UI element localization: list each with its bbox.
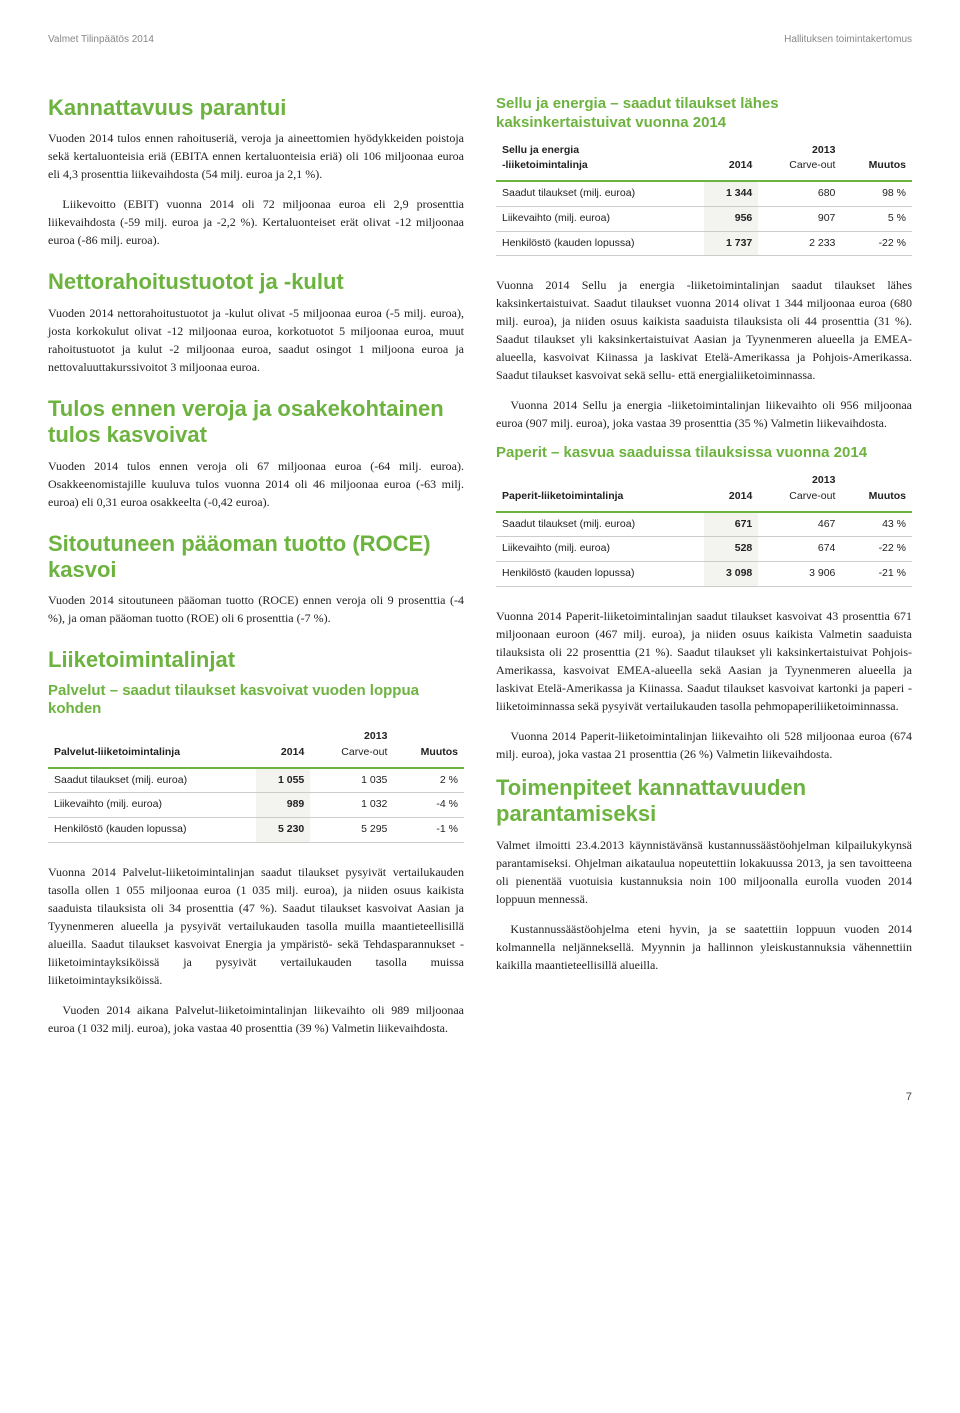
subheading-sellu: Sellu ja energia – saadut tilaukset lähe… xyxy=(496,95,912,133)
paragraph: Vuoden 2014 tulos ennen rahoituseriä, ve… xyxy=(48,129,464,183)
section-paperit: Paperit – kasvua saaduissa tilauksissa v… xyxy=(496,444,912,587)
table-row: Saadut tilaukset (milj. euroa) 671 467 4… xyxy=(496,512,912,537)
table-row: Liikevaihto (milj. euroa) 528 674 -22 % xyxy=(496,537,912,562)
content-columns: Kannattavuus parantui Vuoden 2014 tulos … xyxy=(48,95,912,1049)
table-sellu-energia: Sellu ja energia -liiketoimintalinja 201… xyxy=(496,139,912,257)
page-header: Valmet Tilinpäätös 2014 Hallituksen toim… xyxy=(48,32,912,47)
table-col-2014: 2014 xyxy=(256,725,311,768)
table-col-2013: 2013 Carve-out xyxy=(758,469,841,512)
table-col-muutos: Muutos xyxy=(393,725,464,768)
table-col-2013: 2013 Carve-out xyxy=(758,139,841,182)
paragraph: Vuoden 2014 sitoutuneen pääoman tuotto (… xyxy=(48,591,464,627)
table-col-muutos: Muutos xyxy=(841,139,912,182)
section-toimenpiteet: Toimenpiteet kannattavuuden parantamisek… xyxy=(496,775,912,974)
paragraph: Vuonna 2014 Paperit-liiketoimintalinjan … xyxy=(496,607,912,715)
section-tulos: Tulos ennen veroja ja osakekohtainen tul… xyxy=(48,396,464,511)
table-row: Henkilöstö (kauden lopussa) 1 737 2 233 … xyxy=(496,231,912,256)
page-number: 7 xyxy=(48,1089,912,1106)
paragraph: Vuoden 2014 nettorahoitustuotot ja -kulu… xyxy=(48,304,464,376)
table-row: Henkilöstö (kauden lopussa) 3 098 3 906 … xyxy=(496,562,912,587)
table-row: Saadut tilaukset (milj. euroa) 1 055 1 0… xyxy=(48,768,464,793)
paragraph: Vuoden 2014 tulos ennen veroja oli 67 mi… xyxy=(48,457,464,511)
section-kannattavuus: Kannattavuus parantui Vuoden 2014 tulos … xyxy=(48,95,464,249)
left-column: Kannattavuus parantui Vuoden 2014 tulos … xyxy=(48,95,464,1049)
paragraph: Kustannussäästöohjelma eteni hyvin, ja s… xyxy=(496,920,912,974)
subheading-palvelut: Palvelut – saadut tilaukset kasvoivat vu… xyxy=(48,682,464,720)
heading-kannattavuus: Kannattavuus parantui xyxy=(48,95,464,121)
table-paperit: Paperit-liiketoimintalinja 2014 2013 Car… xyxy=(496,469,912,587)
table-col-muutos: Muutos xyxy=(841,469,912,512)
heading-liiketoimintalinjat: Liiketoimintalinjat xyxy=(48,647,464,673)
table-col-label: Sellu ja energia -liiketoimintalinja xyxy=(496,139,704,182)
paragraph: Vuonna 2014 Palvelut-liiketoimintalinjan… xyxy=(48,863,464,989)
table-col-label: Paperit-liiketoimintalinja xyxy=(496,469,704,512)
paragraph: Vuonna 2014 Sellu ja energia -liiketoimi… xyxy=(496,276,912,384)
table-row: Henkilöstö (kauden lopussa) 5 230 5 295 … xyxy=(48,818,464,843)
table-palvelut: Palvelut-liiketoimintalinja 2014 2013 Ca… xyxy=(48,725,464,843)
section-sellu-energia: Sellu ja energia – saadut tilaukset lähe… xyxy=(496,95,912,256)
paragraph: Vuonna 2014 Sellu ja energia -liiketoimi… xyxy=(496,396,912,432)
paragraph: Liikevoitto (EBIT) vuonna 2014 oli 72 mi… xyxy=(48,195,464,249)
section-liiketoimintalinjat: Liiketoimintalinjat Palvelut – saadut ti… xyxy=(48,647,464,843)
table-col-2013: 2013 Carve-out xyxy=(310,725,393,768)
section-nettorahoitus: Nettorahoitustuotot ja -kulut Vuoden 201… xyxy=(48,269,464,375)
table-row: Liikevaihto (milj. euroa) 989 1 032 -4 % xyxy=(48,793,464,818)
heading-toimenpiteet: Toimenpiteet kannattavuuden parantamisek… xyxy=(496,775,912,828)
heading-tulos: Tulos ennen veroja ja osakekohtainen tul… xyxy=(48,396,464,449)
header-right: Hallituksen toimintakertomus xyxy=(784,32,912,47)
section-roce: Sitoutuneen pääoman tuotto (ROCE) kasvoi… xyxy=(48,531,464,628)
paragraph: Valmet ilmoitti 23.4.2013 käynnistävänsä… xyxy=(496,836,912,908)
table-row: Liikevaihto (milj. euroa) 956 907 5 % xyxy=(496,206,912,231)
paragraph: Vuonna 2014 Paperit-liiketoimintalinjan … xyxy=(496,727,912,763)
heading-roce: Sitoutuneen pääoman tuotto (ROCE) kasvoi xyxy=(48,531,464,584)
table-col-2014: 2014 xyxy=(704,469,759,512)
table-row: Saadut tilaukset (milj. euroa) 1 344 680… xyxy=(496,181,912,206)
paragraph: Vuoden 2014 aikana Palvelut-liiketoimint… xyxy=(48,1001,464,1037)
right-column: Sellu ja energia – saadut tilaukset lähe… xyxy=(496,95,912,1049)
header-left: Valmet Tilinpäätös 2014 xyxy=(48,32,154,47)
table-col-label: Palvelut-liiketoimintalinja xyxy=(48,725,256,768)
subheading-paperit: Paperit – kasvua saaduissa tilauksissa v… xyxy=(496,444,912,463)
heading-nettorahoitus: Nettorahoitustuotot ja -kulut xyxy=(48,269,464,295)
table-col-2014: 2014 xyxy=(704,139,759,182)
